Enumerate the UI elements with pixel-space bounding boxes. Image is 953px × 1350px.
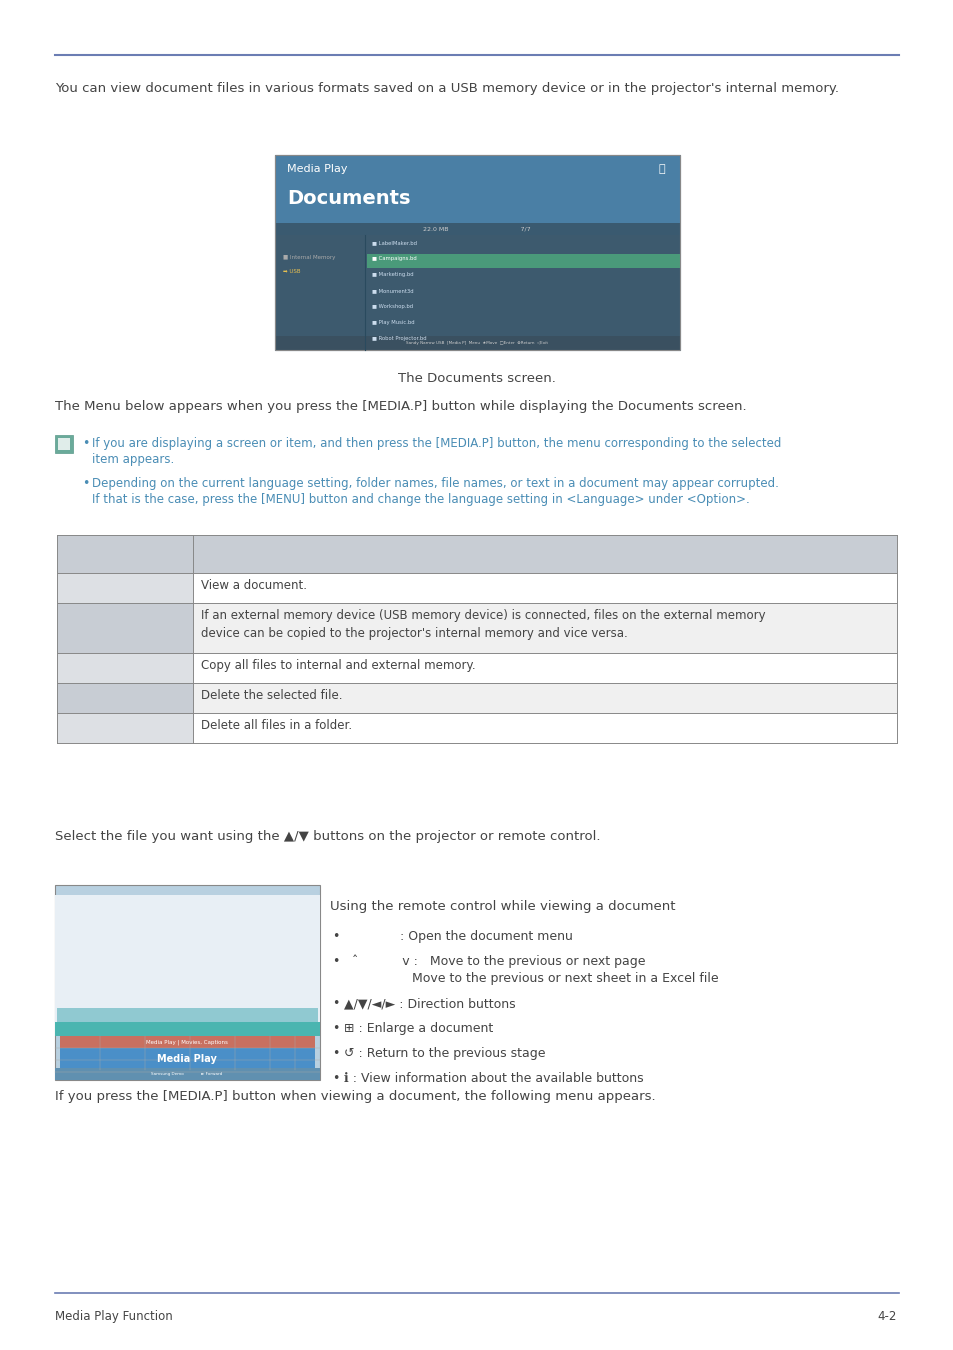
Bar (193, 653, 896, 683)
Bar (57, 603, 193, 653)
Bar (55, 1068, 319, 1080)
Bar (193, 603, 896, 653)
Text: ■ Campaigns.bd: ■ Campaigns.bd (372, 256, 416, 261)
Bar (55, 886, 319, 1080)
Bar (274, 184, 679, 225)
Text: Move to the previous or next sheet in a Excel file: Move to the previous or next sheet in a … (339, 972, 718, 986)
Text: You can view document files in various formats saved on a USB memory device or i: You can view document files in various f… (55, 82, 838, 94)
Text: ■ LabelMaker.bd: ■ LabelMaker.bd (372, 240, 416, 244)
Bar (57, 572, 193, 603)
Text: ■ Marketing.bd: ■ Marketing.bd (372, 271, 414, 277)
Bar (57, 535, 193, 572)
Text: 4-2: 4-2 (877, 1310, 896, 1323)
Text: •: • (82, 477, 90, 490)
Text: If an external memory device (USB memory device) is connected, files on the exte: If an external memory device (USB memory… (201, 609, 765, 640)
Text: : Open the document menu: : Open the document menu (339, 930, 572, 944)
Bar (58, 437, 70, 450)
Text: Samsung Demo              ► Forward: Samsung Demo ► Forward (152, 1072, 222, 1076)
Bar (274, 336, 679, 350)
Bar (57, 683, 193, 713)
Text: The Menu below appears when you press the [MEDIA.P] button while displaying the : The Menu below appears when you press th… (55, 400, 746, 413)
Bar (193, 535, 896, 572)
Text: •: • (332, 954, 339, 968)
Text: 22.0 MB                                    7/7: 22.0 MB 7/7 (423, 227, 530, 231)
Text: ⭯: ⭯ (658, 163, 664, 174)
Bar (55, 435, 73, 454)
Bar (57, 713, 193, 743)
Bar (55, 1022, 319, 1035)
Text: ⊞ : Enlarge a document: ⊞ : Enlarge a document (339, 1022, 493, 1035)
Text: Media Play | Movies, Captions: Media Play | Movies, Captions (146, 1040, 228, 1045)
Text: ■ Play Music.bd: ■ Play Music.bd (372, 320, 415, 325)
Bar (274, 235, 365, 350)
Text: View a document.: View a document. (201, 579, 307, 593)
Text: ℹ : View information about the available buttons: ℹ : View information about the available… (339, 1072, 643, 1085)
Text: •: • (332, 1072, 339, 1085)
Bar (274, 155, 679, 184)
Text: Delete the selected file.: Delete the selected file. (201, 688, 342, 702)
Text: ■ Monument3d: ■ Monument3d (372, 288, 414, 293)
Text: If you press the [MEDIA.P] button when viewing a document, the following menu ap: If you press the [MEDIA.P] button when v… (55, 1089, 655, 1103)
Text: ■ Internal Memory: ■ Internal Memory (283, 255, 335, 261)
Text: •: • (332, 1022, 339, 1035)
Text: item appears.: item appears. (91, 454, 174, 466)
Bar (57, 653, 193, 683)
Bar (274, 235, 679, 350)
Text: Using the remote control while viewing a document: Using the remote control while viewing a… (330, 900, 675, 913)
Text: Depending on the current language setting, folder names, file names, or text in : Depending on the current language settin… (91, 477, 778, 490)
Text: If that is the case, press the [MENU] button and change the language setting in : If that is the case, press the [MENU] bu… (91, 493, 749, 506)
Text: ■ Robot Projector.bd: ■ Robot Projector.bd (372, 336, 426, 342)
Text: Media Play: Media Play (157, 1054, 216, 1064)
Bar (60, 1035, 314, 1048)
Text: ➡ USB: ➡ USB (283, 269, 300, 274)
Text: •: • (332, 930, 339, 944)
Bar (57, 1008, 317, 1022)
Text: Sandy Narrow USB  [Media P]  Menu  ★Move  □Enter  ⊕Return  ◁Exit: Sandy Narrow USB [Media P] Menu ★Move □E… (406, 342, 547, 346)
Text: Delete all files in a folder.: Delete all files in a folder. (201, 720, 352, 732)
Bar (193, 572, 896, 603)
Text: If you are displaying a screen or item, and then press the [MEDIA.P] button, the: If you are displaying a screen or item, … (91, 437, 781, 450)
Text: Select the file you want using the ▲/▼ buttons on the projector or remote contro: Select the file you want using the ▲/▼ b… (55, 830, 599, 842)
Bar (55, 1071, 319, 1080)
Bar (193, 683, 896, 713)
Text: Media Play Function: Media Play Function (55, 1310, 172, 1323)
Bar (55, 895, 319, 1035)
Text: The Documents screen.: The Documents screen. (397, 373, 556, 385)
Bar (274, 155, 679, 350)
Text: ▲/▼/◄/► : Direction buttons: ▲/▼/◄/► : Direction buttons (339, 998, 515, 1010)
Bar (193, 713, 896, 743)
Text: Documents: Documents (287, 189, 410, 208)
Text: ■ Workshop.bd: ■ Workshop.bd (372, 304, 413, 309)
Text: •: • (332, 1048, 339, 1060)
Text: ˆ           v :   Move to the previous or next page: ˆ v : Move to the previous or next page (339, 954, 645, 968)
Text: Media Play: Media Play (287, 163, 347, 174)
Bar (60, 1048, 314, 1071)
Bar (367, 254, 679, 269)
Bar (274, 223, 679, 235)
Text: Copy all files to internal and external memory.: Copy all files to internal and external … (201, 659, 476, 672)
Text: •: • (332, 998, 339, 1010)
Text: ↺ : Return to the previous stage: ↺ : Return to the previous stage (339, 1048, 545, 1060)
Text: •: • (82, 437, 90, 450)
Bar (274, 155, 679, 350)
